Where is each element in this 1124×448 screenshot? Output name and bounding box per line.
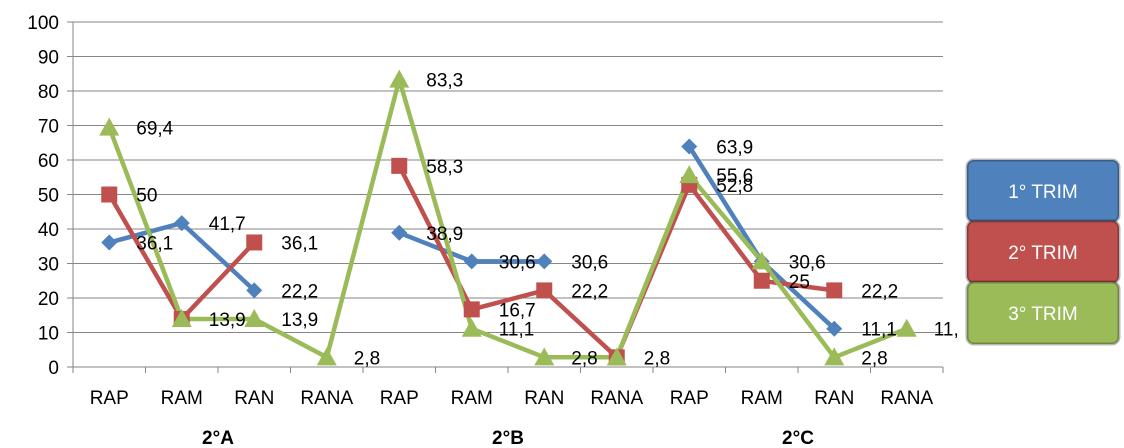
diamond-marker [681,138,698,155]
data-label: 22,2 [281,281,318,302]
data-label: 2,8 [644,348,670,369]
data-label: 2,8 [861,348,887,369]
diamond-marker [391,224,408,241]
data-label: 2,8 [354,348,380,369]
data-label: 30,6 [571,252,608,273]
triangle-marker [461,318,482,337]
series-markers [99,69,917,366]
diamond-marker [101,234,118,251]
x-tick-label: RAM [161,388,203,409]
data-label: 11, [934,320,959,341]
square-marker [536,282,553,299]
y-tick-label: 40 [38,220,59,241]
square-marker [753,272,770,289]
y-tick-label: 80 [38,82,59,103]
square-marker [101,186,118,203]
group-labels: 2°A 2°B 2°C [202,428,814,448]
y-tick-label: 100 [27,13,59,34]
y-axis-ticks: 0 10 20 30 40 50 60 70 80 90 100 [27,13,59,379]
y-tick-label: 60 [38,151,59,172]
square-marker [391,157,408,174]
triangle-marker [751,251,772,270]
triangle-marker [99,117,120,136]
data-label: 2,8 [571,348,597,369]
data-label: 52,8 [716,176,753,197]
legend-label: 3° TRIM [1008,304,1078,325]
data-label: 83,3 [426,71,463,92]
y-tick-label: 30 [38,255,59,276]
y-tick-label: 70 [38,117,59,138]
y-tick-label: 90 [38,48,59,69]
x-tick-label: RAP [670,388,709,409]
x-tick-label: RAN [814,388,854,409]
x-axis-ticks: RAP RAM RAN RANA RAP RAM RAN RANA RAP RAM RAN RANA [90,388,934,409]
data-label: 11,1 [861,320,897,341]
diamond-marker [536,253,553,270]
y-tick-label: 0 [48,358,59,379]
legend-label: 1° TRIM [1008,182,1078,203]
data-label: 41,7 [209,214,246,235]
series-line-3 [107,77,910,360]
diamond-marker [173,215,190,232]
data-label: 30,6 [789,252,826,273]
x-tick-label: RANA [590,388,643,409]
legend: 1° TRIM 2° TRIM 3° TRIM [965,158,1121,346]
data-label: 63,9 [716,138,753,159]
data-label: 55,6 [716,166,753,187]
group-label: 2°A [202,428,234,448]
group-label: 2°B [492,428,524,448]
data-label: 58,3 [426,157,463,178]
triangle-marker [896,318,917,337]
triangle-marker [244,309,265,328]
x-tick-label: RANA [880,388,933,409]
data-label: 22,2 [571,281,608,302]
triangle-marker [316,347,337,366]
square-marker [246,234,263,251]
data-label: 50 [136,186,157,207]
data-label: 38,9 [426,224,463,245]
x-tick-label: RAP [90,388,129,409]
square-marker [826,282,843,299]
group-label: 2°C [782,428,814,448]
triangle-marker [389,69,410,88]
data-label: 25 [789,272,810,293]
x-tick-label: RAM [451,388,493,409]
diamond-marker [826,320,843,337]
x-tick-label: RAM [741,388,783,409]
y-tick-label: 20 [38,289,59,310]
y-tick-label: 50 [38,186,59,207]
data-labels: 36,1 41,7 22,2 38,9 30,6 30,6 63,9 30,6 11,1 50 13… [136,71,959,370]
data-label: 69,4 [136,119,173,140]
data-label: 36,1 [136,233,173,254]
data-label: 13,9 [281,310,318,331]
axes [67,21,944,373]
x-tick-label: RAP [380,388,419,409]
square-marker [463,301,480,318]
data-label: 36,1 [281,233,318,254]
triangle-marker [679,165,700,184]
legend-label: 2° TRIM [1008,243,1078,264]
diamond-marker [246,282,263,299]
data-label: 13,9 [209,310,246,331]
x-tick-label: RAN [234,388,274,409]
triangle-marker [606,347,627,366]
y-tick-label: 10 [38,324,59,345]
data-label: 22,2 [861,281,898,302]
x-tick-label: RAN [524,388,564,409]
diamond-marker [463,253,480,270]
x-tick-label: RANA [300,388,353,409]
triangle-marker [171,309,192,328]
data-label: 16,7 [499,300,536,321]
triangle-marker [824,347,845,366]
gridlines [73,21,943,333]
data-label: 30,6 [499,252,536,273]
triangle-marker [534,347,555,366]
data-label: 11,1 [499,320,535,341]
legend-item-3 [965,280,1121,346]
